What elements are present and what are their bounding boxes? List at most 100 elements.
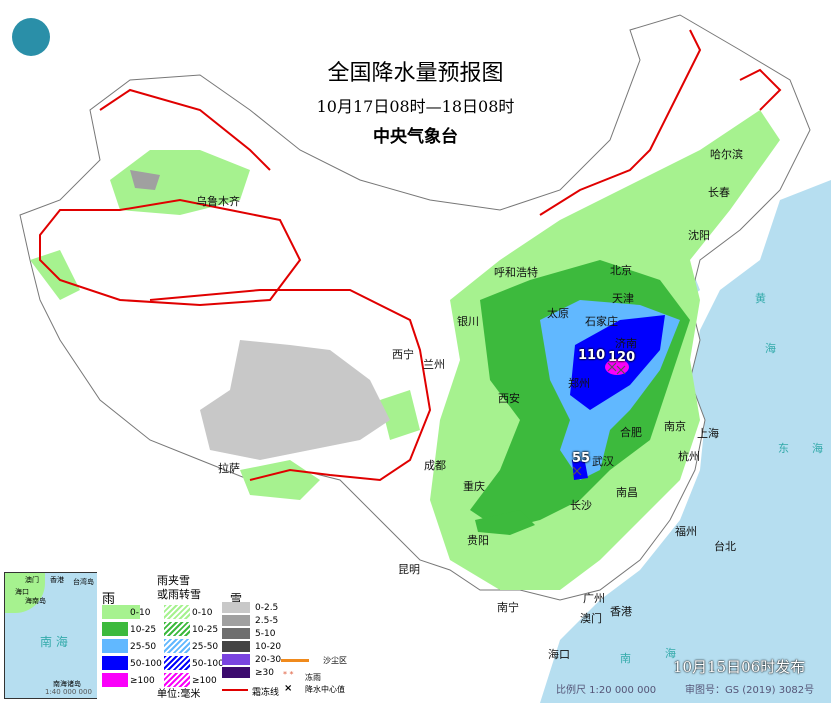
- city-label: 长春: [708, 186, 730, 199]
- approval-number: 审图号：GS (2019) 3082号: [685, 685, 815, 696]
- inset-islands-label: 南海诸岛: [53, 680, 81, 688]
- city-label: 香港: [610, 605, 632, 618]
- max-value-label: 110: [578, 348, 606, 363]
- city-label: 哈尔滨: [710, 148, 743, 161]
- inset-label: 台湾岛: [73, 578, 94, 586]
- city-label: 福州: [675, 525, 697, 538]
- legend-item: 2.5-5: [255, 616, 279, 626]
- max-value-label: 120: [608, 350, 636, 365]
- sea-label: 海: [765, 342, 776, 355]
- city-label: 海口: [548, 648, 570, 661]
- legend-item: 25-50: [130, 642, 157, 652]
- city-label: 太原: [547, 307, 569, 320]
- rain-0-10-area: [240, 460, 320, 500]
- frost-line: [39, 29, 782, 482]
- city-label: 武汉: [592, 455, 614, 468]
- legend-item: 0-10: [130, 608, 151, 618]
- legend-item: 50-100: [192, 659, 224, 669]
- legend-item: 5-10: [255, 629, 276, 639]
- legend-item: 沙尘区: [323, 656, 347, 665]
- legend-item: 冻雨: [305, 673, 321, 682]
- inset-sea-label: 南 海: [40, 635, 68, 649]
- city-label: 广州: [583, 592, 605, 605]
- city-label: 济南: [615, 337, 637, 350]
- legend-item: 25-50: [192, 642, 219, 652]
- city-label: 成都: [424, 459, 446, 472]
- sea-label: 海: [812, 442, 823, 455]
- legend: 雨 雨夹雪 或雨转雪 雪 0-10 10-25 25-50 50-100 ≥10…: [97, 572, 297, 700]
- sea-label: 南: [620, 652, 631, 665]
- city-label: 上海: [697, 427, 719, 440]
- rain-0-10-area: [380, 390, 420, 440]
- city-label: 西宁: [392, 348, 414, 361]
- legend-item: 20-30: [255, 655, 282, 665]
- city-label: 拉萨: [218, 462, 240, 475]
- city-label: 天津: [612, 292, 634, 305]
- city-label: 南京: [664, 420, 686, 433]
- max-value-label: 55: [572, 451, 591, 466]
- legend-sleet-title: 雨夹雪: [157, 574, 190, 587]
- legend-item: 10-25: [192, 625, 219, 635]
- map-title: 全国降水量预报图: [327, 61, 504, 86]
- freezing-rain-symbol: * *: [283, 670, 294, 679]
- legend-item: 0-2.5: [255, 603, 279, 613]
- city-label: 杭州: [678, 450, 700, 463]
- city-label: 兰州: [423, 358, 445, 371]
- city-label: 重庆: [463, 480, 485, 493]
- legend-item: ≥100: [192, 676, 217, 686]
- city-label: 银川: [457, 315, 479, 328]
- legend-item: 降水中心值: [305, 685, 345, 694]
- legend-item: 霜冻线: [252, 688, 280, 698]
- legend-item: 10-20: [255, 642, 282, 652]
- forecast-period: 10月17日08时—18日08时: [316, 97, 515, 116]
- legend-item: ≥30: [255, 668, 274, 678]
- city-label: 澳门: [580, 612, 602, 625]
- cma-logo: [12, 18, 50, 56]
- issuer: 中央气象台: [373, 127, 458, 147]
- sea: [540, 180, 831, 703]
- city-label: 石家庄: [585, 315, 618, 328]
- rain-0-10-area: [110, 150, 250, 215]
- city-label: 南昌: [616, 486, 638, 499]
- city-label: 沈阳: [688, 229, 710, 242]
- scale-text: 比例尺 1:20 000 000: [556, 685, 657, 696]
- city-label: 乌鲁木齐: [196, 195, 240, 208]
- legend-unit: 单位:毫米: [157, 689, 201, 700]
- inset-label: 海南岛: [25, 597, 46, 605]
- legend-item: 50-100: [130, 659, 162, 669]
- center-symbol: ×: [284, 683, 293, 694]
- south-china-sea-inset: 澳门 香港 台湾岛 海口 海南岛 南 海 南海诸岛 1:40 000 000: [4, 572, 98, 699]
- legend-item: ≥100: [130, 676, 155, 686]
- sea-label: 东: [778, 442, 789, 455]
- sea-label: 黄: [755, 292, 766, 305]
- legend-item: 0-10: [192, 608, 213, 618]
- inset-label: 海口: [15, 588, 29, 596]
- release-time: 10月15日06时发布: [673, 658, 806, 676]
- inset-label: 香港: [50, 576, 64, 584]
- snow-area: [130, 170, 160, 190]
- legend-rain-title: 雨: [102, 592, 116, 607]
- rain-50-100-area: [572, 460, 588, 480]
- sand-swatch: [281, 659, 309, 662]
- inset-scale: 1:40 000 000: [45, 688, 92, 696]
- city-label: 西安: [498, 392, 520, 405]
- sea-label: 海: [665, 647, 676, 660]
- legend-sleet-title: 或雨转雪: [157, 588, 201, 601]
- frost-line-swatch: [222, 689, 248, 691]
- city-label: 南宁: [497, 601, 519, 614]
- city-label: 北京: [610, 264, 632, 277]
- city-label: 昆明: [398, 563, 420, 576]
- city-label: 郑州: [568, 377, 590, 390]
- city-label: 台北: [714, 540, 736, 553]
- snow-area: [200, 340, 390, 460]
- city-label: 呼和浩特: [494, 266, 538, 279]
- inset-label: 澳门: [25, 576, 39, 584]
- markers: [572, 362, 626, 476]
- rain-100-area: [605, 359, 629, 375]
- city-label: 合肥: [620, 426, 642, 439]
- legend-item: 10-25: [130, 625, 157, 635]
- rain-10-25-area: [475, 510, 535, 535]
- city-label: 贵阳: [467, 534, 489, 547]
- city-label: 长沙: [570, 499, 592, 512]
